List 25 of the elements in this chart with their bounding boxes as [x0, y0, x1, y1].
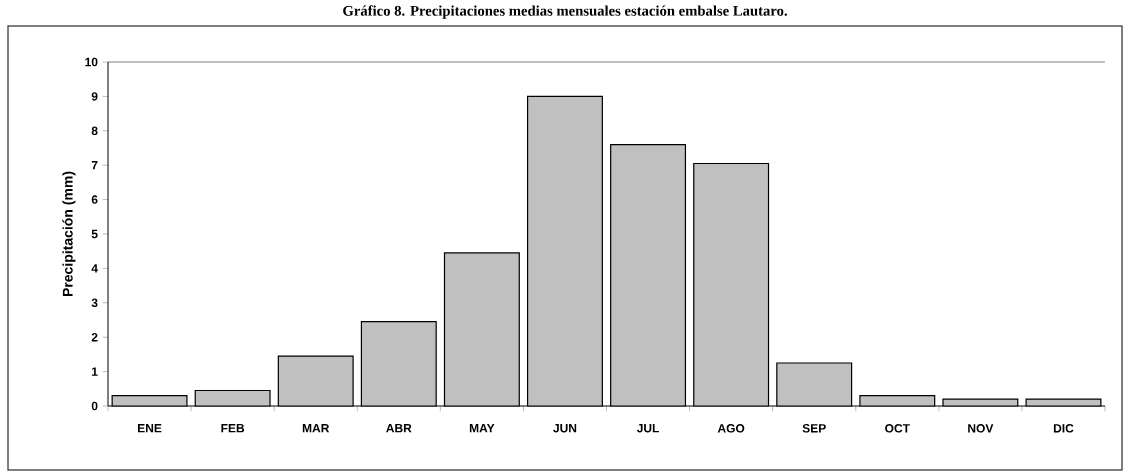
x-tick-label: AGO: [717, 424, 745, 433]
y-tick-label: 2: [91, 333, 98, 342]
x-tick-label: MAR: [302, 424, 330, 433]
x-tick-label: DIC: [1053, 424, 1074, 433]
x-tick-label: JUL: [636, 424, 660, 433]
y-tick-label: 0: [91, 401, 98, 411]
x-tick-label: JUN: [553, 424, 577, 433]
y-tick-label: 5: [91, 229, 98, 239]
y-tick-label: 1: [92, 367, 98, 376]
x-tick-label: OCT: [885, 424, 910, 433]
x-tick-label: ENE: [138, 424, 162, 433]
y-tick-label: 3: [91, 298, 98, 308]
x-tick-label: FEB: [221, 424, 245, 433]
y-tick-label: 7: [91, 161, 98, 170]
x-tick-label: SEP: [802, 424, 826, 433]
y-tick-label: 4: [91, 264, 98, 273]
chart-title: Gráfico 8. Precipitaciones medias mensuales estación embalse Lautaro.: [343, 5, 787, 19]
y-tick-label: 9: [91, 92, 98, 101]
x-tick-label: NOV: [968, 424, 994, 433]
y-tick-label: 8: [91, 126, 98, 136]
y-tick-label: 10: [85, 57, 98, 67]
x-tick-label: MAY: [469, 424, 495, 433]
y-tick-label: 6: [91, 195, 98, 204]
x-tick-label: ABR: [386, 424, 412, 433]
y-axis-title: Precipitación (mm): [62, 171, 76, 297]
